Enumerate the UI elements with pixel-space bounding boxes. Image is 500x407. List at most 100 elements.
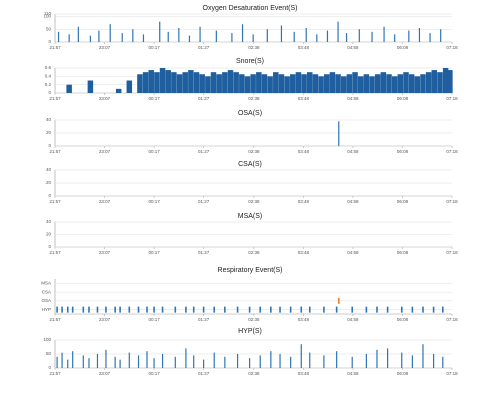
bar: [199, 26, 201, 42]
bar: [391, 76, 398, 93]
bar: [261, 74, 268, 93]
bar: [307, 72, 313, 93]
bar: [89, 35, 91, 42]
bar: [82, 355, 84, 368]
x-tick-label: 21:57: [49, 199, 61, 204]
event-mark: [279, 306, 281, 313]
x-tick-label: 04:58: [347, 96, 359, 101]
bar: [352, 72, 358, 93]
bar: [205, 76, 211, 93]
event-mark: [66, 306, 69, 313]
y-tick-label: 0: [48, 365, 51, 370]
bar: [176, 74, 183, 93]
bar: [244, 76, 251, 93]
bar: [105, 349, 107, 368]
bar: [188, 70, 194, 93]
y-tick-label: 0: [48, 193, 51, 198]
bar: [440, 29, 442, 42]
bar: [279, 354, 281, 368]
x-tick-label: 06:08: [397, 371, 409, 376]
bar: [340, 76, 347, 93]
bar: [119, 359, 121, 368]
x-tick-label: 23:07: [99, 45, 111, 50]
bar: [363, 74, 370, 93]
bar: [68, 34, 70, 42]
bar: [115, 88, 122, 93]
bar: [109, 24, 111, 42]
y-tick-label: 0.4: [45, 74, 52, 79]
event-mark: [185, 306, 187, 313]
x-tick-label: 04:58: [347, 199, 359, 204]
bar: [193, 355, 195, 368]
bar: [154, 72, 160, 93]
bar: [401, 352, 403, 368]
y-tick-label: 40: [46, 219, 52, 224]
x-tick-label: 07:18: [446, 250, 458, 255]
bar: [224, 356, 226, 368]
bar: [188, 35, 191, 42]
x-tick-label: 02:38: [248, 96, 260, 101]
event-mark: [248, 306, 251, 313]
event-mark: [323, 306, 325, 313]
x-tick-label: 23:07: [99, 371, 111, 376]
event-mark: [192, 306, 195, 313]
bar: [394, 34, 396, 42]
y-tick-label: 50: [46, 26, 52, 31]
x-tick-label: 01:27: [198, 250, 210, 255]
x-tick-label: 06:08: [397, 45, 409, 50]
bar: [376, 349, 378, 368]
bar: [126, 80, 133, 93]
bar: [227, 70, 234, 93]
event-mark: [56, 306, 58, 313]
y-tick-label: 0: [48, 143, 51, 148]
bar: [293, 31, 295, 42]
y-tick-label: 100: [43, 337, 51, 342]
bar: [326, 30, 329, 42]
event-mark: [88, 306, 90, 313]
x-tick-label: 06:08: [397, 199, 409, 204]
chart-title: HYP(S): [238, 328, 262, 335]
bar: [165, 70, 171, 93]
bar: [383, 26, 385, 42]
x-tick-label: 01:27: [198, 45, 210, 50]
bar: [329, 72, 336, 93]
bar: [199, 74, 205, 93]
x-tick-label: 21:57: [49, 317, 61, 322]
x-tick-label: 00:17: [148, 371, 160, 376]
event-mark: [161, 306, 164, 313]
y-tick-label: 50: [46, 351, 52, 356]
event-mark: [213, 306, 216, 313]
bar: [210, 72, 217, 93]
event-mark: [442, 306, 444, 313]
bar: [182, 72, 188, 93]
event-mark: [308, 306, 311, 313]
x-tick-label: 07:18: [446, 45, 458, 50]
x-tick-label: 07:18: [446, 317, 458, 322]
y-tick-label: 0: [48, 244, 51, 249]
x-tick-label: 00:17: [148, 45, 160, 50]
bar: [346, 74, 353, 93]
bar: [88, 358, 90, 368]
x-tick-label: 03:48: [298, 317, 310, 322]
bar: [213, 352, 215, 368]
x-tick-label: 21:57: [49, 371, 61, 376]
bar: [345, 33, 348, 42]
bar: [77, 26, 79, 42]
event-mark: [259, 306, 262, 313]
bar: [408, 74, 415, 93]
bar: [137, 355, 140, 368]
bar: [252, 34, 254, 42]
bar: [72, 351, 74, 368]
bar: [216, 74, 222, 93]
x-tick-label: 23:07: [99, 317, 111, 322]
bar: [241, 24, 244, 42]
bar: [290, 356, 292, 368]
bar: [159, 68, 166, 93]
x-tick-label: 02:38: [248, 250, 260, 255]
bar: [153, 358, 155, 368]
event-mark: [114, 306, 116, 313]
bar: [437, 72, 443, 93]
bar: [98, 30, 100, 42]
x-tick-label: 03:48: [298, 45, 310, 50]
x-tick-label: 07:18: [446, 199, 458, 204]
